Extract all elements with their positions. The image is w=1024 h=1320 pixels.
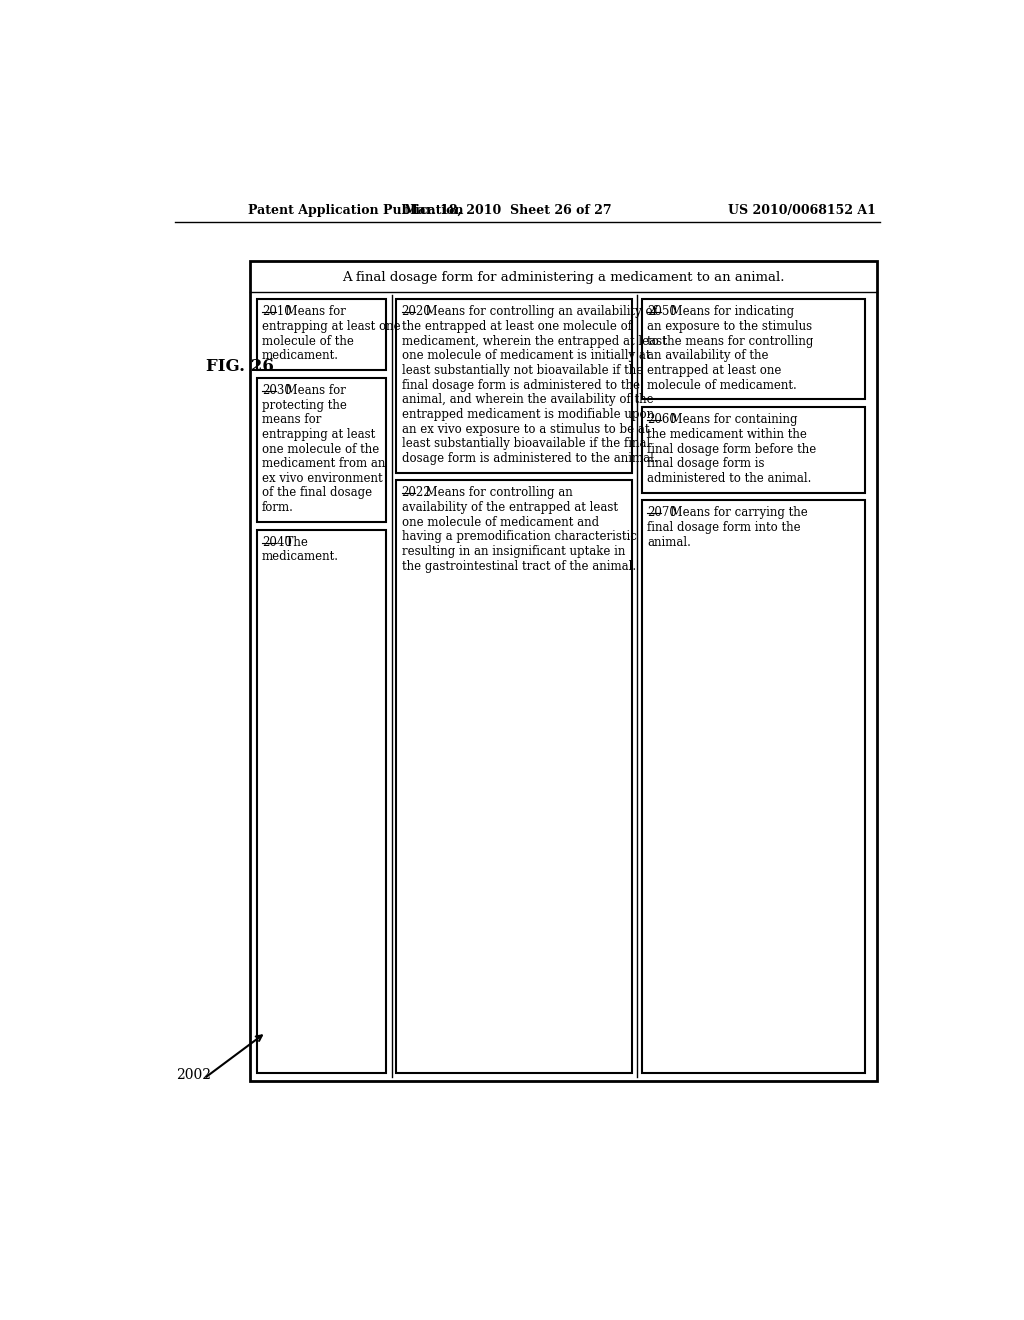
Text: 2020: 2020 [401,305,431,318]
Text: one molecule of medicament and: one molecule of medicament and [401,516,599,529]
Text: final dosage form before the: final dosage form before the [647,442,816,455]
Text: 2030: 2030 [262,384,292,397]
Text: 2002: 2002 [176,1068,211,1081]
Text: the medicament within the: the medicament within the [647,428,807,441]
Text: medicament.: medicament. [262,550,339,564]
Text: entrapped medicament is modifiable upon: entrapped medicament is modifiable upon [401,408,653,421]
Text: 2010: 2010 [262,305,292,318]
Text: FIG. 26: FIG. 26 [206,358,273,375]
Text: 2070: 2070 [647,507,677,520]
Text: animal, and wherein the availability of the: animal, and wherein the availability of … [401,393,653,407]
Text: final dosage form into the: final dosage form into the [647,521,801,535]
Text: availability of the entrapped at least: availability of the entrapped at least [401,502,617,513]
Text: molecule of medicament.: molecule of medicament. [647,379,797,392]
Bar [642,300,865,400]
Text: US 2010/0068152 A1: US 2010/0068152 A1 [728,205,877,218]
Bar [257,378,386,521]
Text: one molecule of medicament is initially at: one molecule of medicament is initially … [401,350,650,363]
Text: dosage form is administered to the animal.: dosage form is administered to the anima… [401,451,657,465]
Text: entrapped at least one: entrapped at least one [647,364,781,378]
Text: 2050: 2050 [647,305,677,318]
Text: least substantially not bioavailable if the: least substantially not bioavailable if … [401,364,643,378]
Text: The: The [279,536,308,549]
Text: final dosage form is administered to the: final dosage form is administered to the [401,379,640,392]
Bar [642,407,865,492]
Text: 2022: 2022 [401,487,431,499]
Bar [257,529,386,1073]
Bar [396,300,632,473]
Text: an availability of the: an availability of the [647,350,769,363]
Text: animal.: animal. [647,536,691,549]
Text: Means for: Means for [279,384,346,397]
Text: administered to the animal.: administered to the animal. [647,471,812,484]
Bar [251,261,877,1081]
Text: Means for controlling an: Means for controlling an [418,487,572,499]
Text: having a premodification characteristic: having a premodification characteristic [401,531,637,544]
Text: Means for: Means for [279,305,346,318]
Text: medicament.: medicament. [262,350,339,363]
Text: A final dosage form for administering a medicament to an animal.: A final dosage form for administering a … [342,271,784,284]
Text: entrapping at least: entrapping at least [262,428,376,441]
Text: protecting the: protecting the [262,399,347,412]
Text: resulting in an insignificant uptake in: resulting in an insignificant uptake in [401,545,625,558]
Text: Mar. 18, 2010  Sheet 26 of 27: Mar. 18, 2010 Sheet 26 of 27 [403,205,611,218]
Text: Means for carrying the: Means for carrying the [664,507,808,520]
Text: means for: means for [262,413,322,426]
Text: form.: form. [262,502,294,513]
Text: one molecule of the: one molecule of the [262,442,379,455]
Text: least substantially bioavailable if the final: least substantially bioavailable if the … [401,437,650,450]
Text: the gastrointestinal tract of the animal.: the gastrointestinal tract of the animal… [401,560,636,573]
Text: molecule of the: molecule of the [262,335,354,347]
Text: entrapping at least one: entrapping at least one [262,321,400,333]
Text: Means for containing: Means for containing [664,413,798,426]
Text: 2040: 2040 [262,536,292,549]
Text: Means for controlling an availability of: Means for controlling an availability of [418,305,656,318]
Bar [396,480,632,1073]
Bar [642,500,865,1073]
Text: medicament, wherein the entrapped at least: medicament, wherein the entrapped at lea… [401,335,667,347]
Bar [257,300,386,370]
Text: medicament from an: medicament from an [262,457,385,470]
Text: the entrapped at least one molecule of: the entrapped at least one molecule of [401,321,632,333]
Text: Patent Application Publication: Patent Application Publication [248,205,464,218]
Text: final dosage form is: final dosage form is [647,457,765,470]
Text: of the final dosage: of the final dosage [262,487,372,499]
Text: Means for indicating: Means for indicating [664,305,795,318]
Text: an exposure to the stimulus: an exposure to the stimulus [647,321,812,333]
Text: an ex vivo exposure to a stimulus to be at: an ex vivo exposure to a stimulus to be … [401,422,649,436]
Text: to the means for controlling: to the means for controlling [647,335,814,347]
Text: ex vivo environment: ex vivo environment [262,471,383,484]
Text: 2060: 2060 [647,413,677,426]
